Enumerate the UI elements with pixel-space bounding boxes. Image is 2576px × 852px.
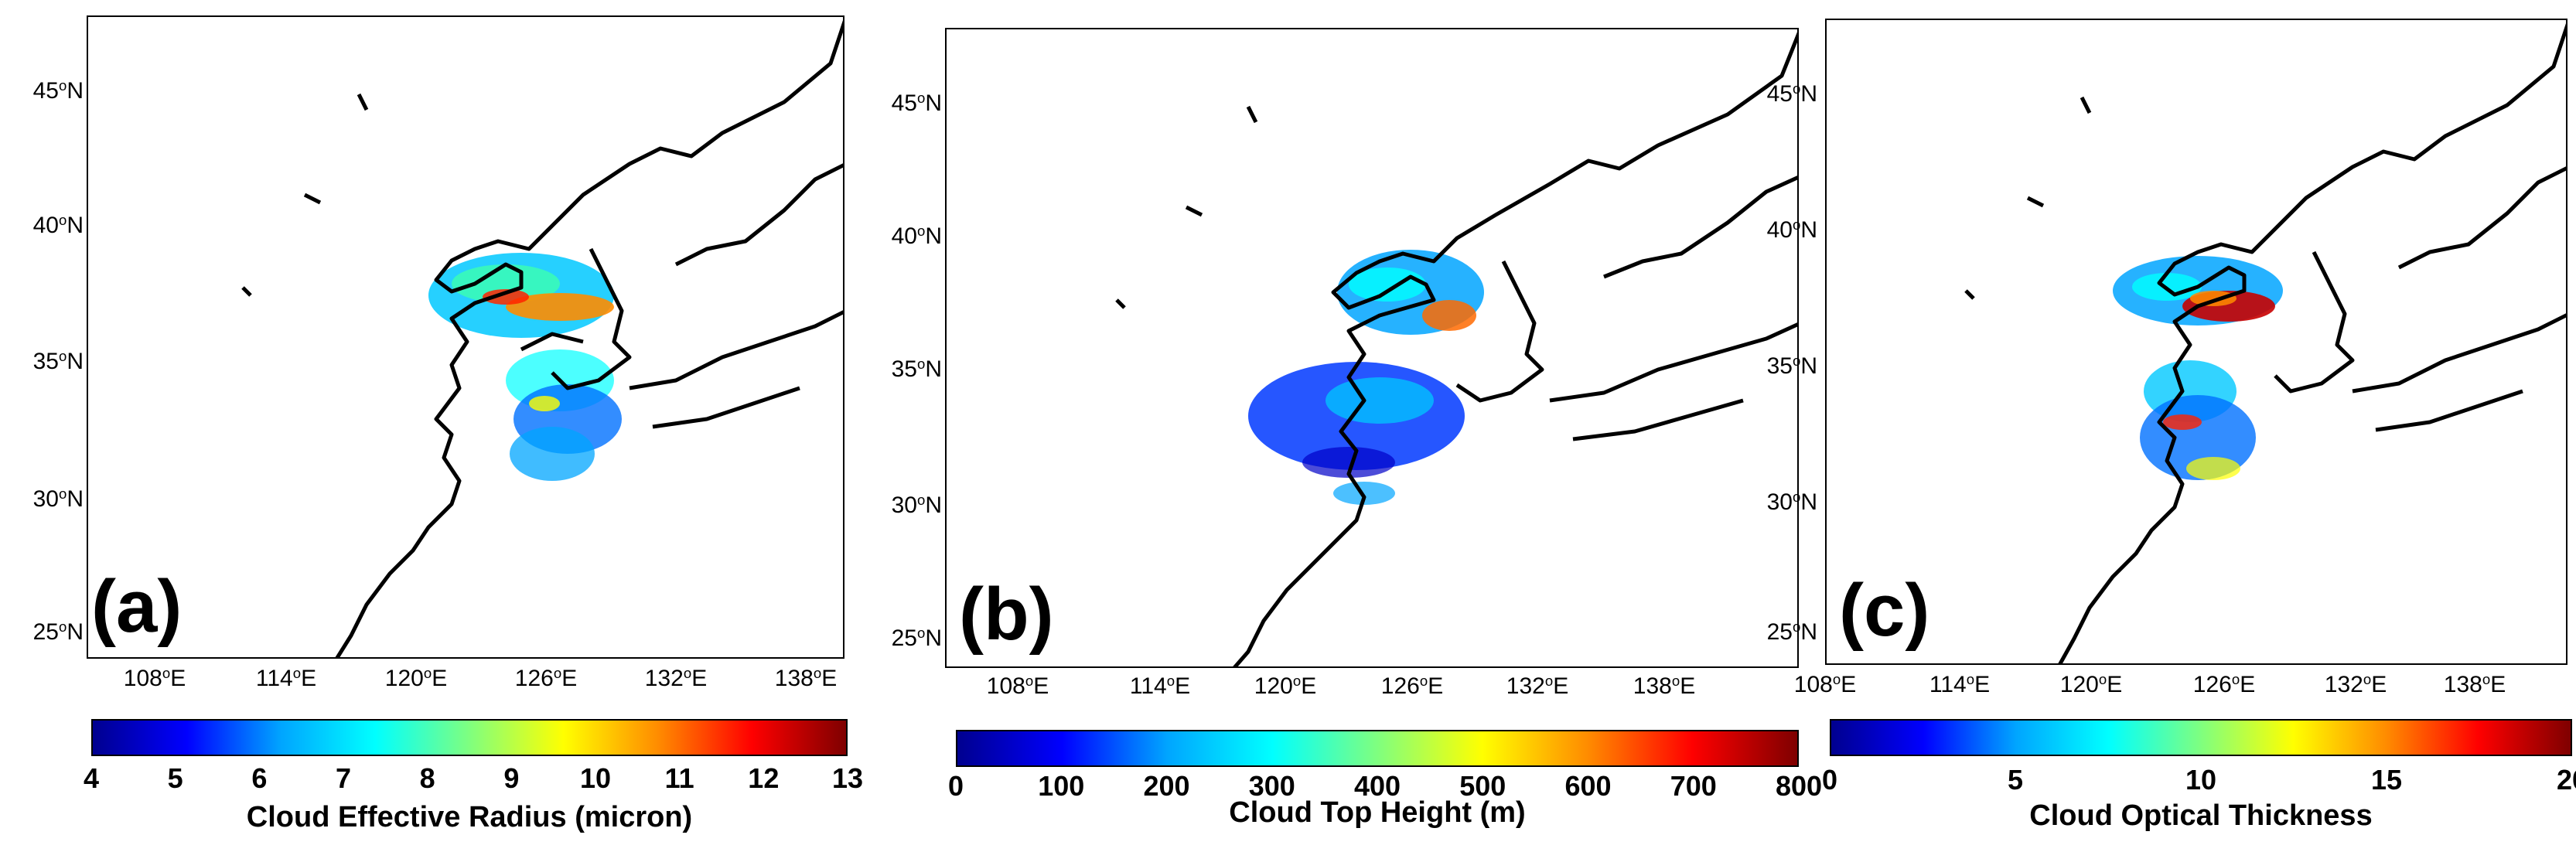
colorbar-tick-label: 500 bbox=[1459, 770, 1506, 802]
colorbar bbox=[956, 730, 1799, 767]
lon-label: 126oE bbox=[1380, 673, 1444, 700]
colorbar-tick-label: 700 bbox=[1670, 770, 1717, 802]
cloud-field bbox=[2113, 256, 2283, 480]
colorbar-ticks: 0 100 200 300 400 500 600 700 800 bbox=[948, 770, 1822, 804]
coastline bbox=[1964, 23, 2566, 663]
colorbar-tick-label: 6 bbox=[251, 762, 268, 794]
lon-label: 132oE bbox=[2324, 671, 2387, 698]
cloud-field bbox=[428, 253, 622, 481]
colorbar-tick-label: 0 bbox=[947, 770, 964, 802]
lat-label: 30oN bbox=[1766, 489, 1817, 516]
lat-label: 45oN bbox=[891, 90, 942, 117]
lat-label: 40oN bbox=[32, 212, 84, 239]
lat-label: 25oN bbox=[32, 619, 84, 646]
coastline bbox=[241, 20, 843, 657]
lon-label: 108oE bbox=[123, 665, 186, 692]
colorbar-tick-label: 200 bbox=[1143, 770, 1190, 802]
lon-label: 120oE bbox=[2059, 671, 2123, 698]
map-frame bbox=[1825, 19, 2567, 665]
lat-label: 25oN bbox=[1766, 619, 1817, 646]
lat-label: 40oN bbox=[891, 223, 942, 250]
colorbar-tick-label: 600 bbox=[1564, 770, 1612, 802]
colorbar-tick-label: 11 bbox=[664, 762, 694, 794]
lon-label: 120oE bbox=[1254, 673, 1317, 700]
map-frame bbox=[87, 15, 844, 659]
lon-label: 114oE bbox=[1129, 673, 1191, 700]
colorbar bbox=[1830, 719, 2572, 756]
colorbar-ticks: 4 5 6 7 8 9 10 11 12 13 bbox=[84, 762, 863, 796]
coastline-map bbox=[1115, 32, 1797, 666]
lon-label: 138oE bbox=[774, 665, 838, 692]
colorbar-tick-label: 9 bbox=[503, 762, 520, 794]
lat-label: 30oN bbox=[891, 492, 942, 519]
coastline-map bbox=[1964, 23, 2566, 663]
colorbar-label: Cloud Effective Radius (micron) bbox=[246, 801, 693, 833]
colorbar-tick-label: 8 bbox=[419, 762, 435, 794]
panel-letter: (b) bbox=[959, 573, 1054, 656]
colorbar-tick-label: 13 bbox=[831, 762, 864, 794]
colorbar-tick-label: 12 bbox=[748, 762, 780, 794]
colorbar-tick-label: 10 bbox=[579, 762, 612, 794]
colorbar-label: Cloud Top Height (m) bbox=[1229, 796, 1526, 829]
colorbar-tick-label: 0 bbox=[1821, 764, 1838, 796]
colorbar bbox=[91, 719, 848, 756]
lon-label: 138oE bbox=[1633, 673, 1696, 700]
colorbar-ticks: 0 5 10 15 20 bbox=[1822, 764, 2576, 798]
coastline bbox=[1115, 32, 1797, 666]
lat-label: 45oN bbox=[1766, 80, 1817, 107]
colorbar-tick-label: 5 bbox=[2007, 764, 2024, 796]
lat-label: 35oN bbox=[32, 348, 84, 375]
colorbar-tick-label: 15 bbox=[2370, 764, 2403, 796]
panel-a: 45oN 40oN 35oN 30oN 25oN 108oE 114oE 120… bbox=[0, 0, 863, 852]
colorbar-tick-label: 800 bbox=[1775, 770, 1823, 802]
cloud-field bbox=[1248, 250, 1484, 505]
lon-label: 132oE bbox=[644, 665, 708, 692]
panel-letter: (a) bbox=[91, 565, 183, 648]
lon-label: 108oE bbox=[986, 673, 1049, 700]
lon-label: 132oE bbox=[1506, 673, 1569, 700]
lon-label: 138oE bbox=[2443, 671, 2506, 698]
lat-label: 35oN bbox=[891, 356, 942, 383]
lon-label: 126oE bbox=[2192, 671, 2256, 698]
colorbar-tick-label: 100 bbox=[1038, 770, 1085, 802]
lon-label: 114oE bbox=[255, 665, 317, 692]
coastline-map bbox=[241, 20, 843, 657]
colorbar-tick-label: 4 bbox=[83, 762, 100, 794]
colorbar-label: Cloud Optical Thickness bbox=[2029, 799, 2373, 832]
panel-c: 45oN 40oN 35oN 30oN 25oN 108oE 114oE 120… bbox=[1732, 0, 2576, 852]
colorbar-tick-label: 20 bbox=[2556, 764, 2576, 796]
colorbar-tick-label: 5 bbox=[167, 762, 183, 794]
map-frame bbox=[945, 28, 1799, 668]
panel-letter: (c) bbox=[1839, 569, 1930, 652]
lat-label: 40oN bbox=[1766, 216, 1817, 244]
colorbar-tick-label: 300 bbox=[1248, 770, 1295, 802]
colorbar-tick-label: 400 bbox=[1353, 770, 1401, 802]
lat-label: 35oN bbox=[1766, 353, 1817, 380]
panel-b: 45oN 40oN 35oN 30oN 25oN 108oE 114oE 120… bbox=[858, 0, 1822, 852]
lat-label: 30oN bbox=[32, 486, 84, 513]
lat-label: 25oN bbox=[891, 625, 942, 652]
lon-label: 126oE bbox=[514, 665, 578, 692]
lon-label: 114oE bbox=[1929, 671, 1991, 698]
lat-label: 45oN bbox=[32, 77, 84, 104]
lon-label: 108oE bbox=[1793, 671, 1857, 698]
colorbar-tick-label: 10 bbox=[2185, 764, 2217, 796]
colorbar-tick-label: 7 bbox=[335, 762, 351, 794]
lon-label: 120oE bbox=[384, 665, 448, 692]
